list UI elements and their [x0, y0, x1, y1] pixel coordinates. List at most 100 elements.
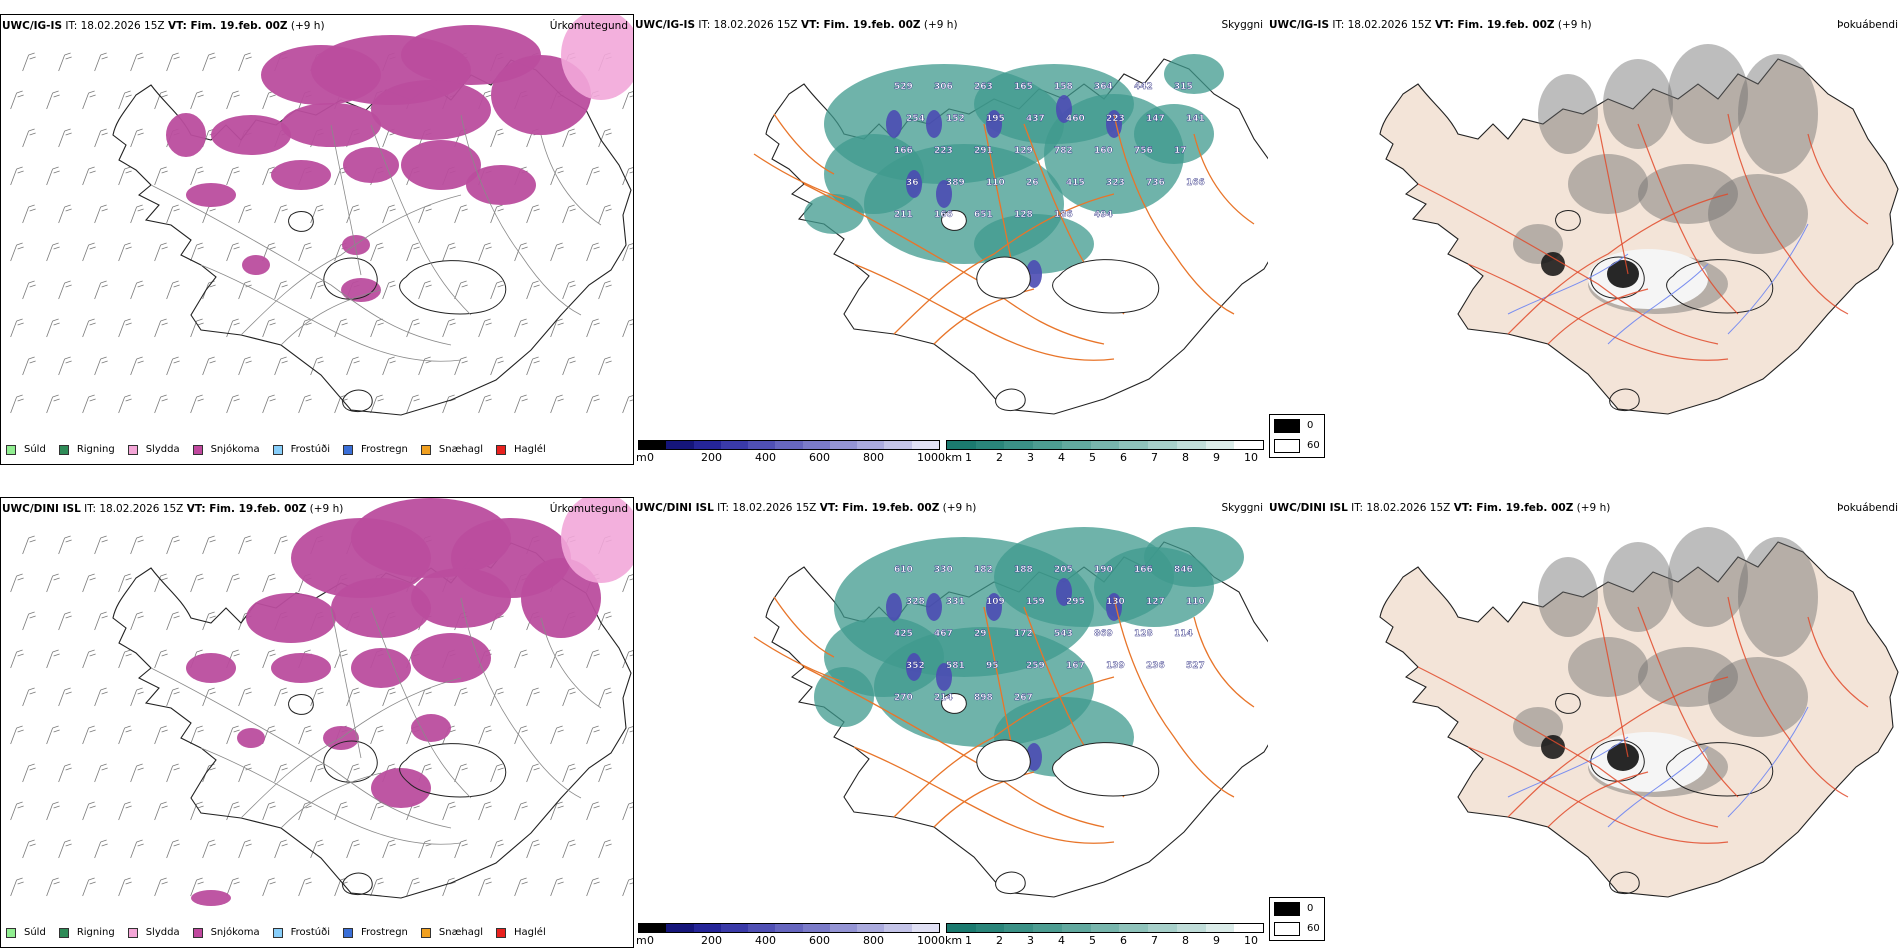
colorbar-segment: [911, 441, 939, 449]
colorbar-segment: [693, 924, 721, 932]
visibility-label: 846: [1174, 565, 1193, 575]
legend-swatch: [58, 444, 69, 455]
legend-label: Slydda: [145, 927, 180, 938]
precip-type-panel[interactable]: UWC/DINI ISL IT: 18.02.2026 15Z VT: Fim.…: [0, 497, 634, 948]
panel-header: UWC/IG-IS IT: 18.02.2026 15Z VT: Fim. 19…: [1269, 19, 1592, 31]
colorbar-segment: [1234, 924, 1264, 932]
legend-label: Súld: [24, 444, 46, 455]
colorbar-tick: 7: [1151, 451, 1158, 464]
visibility-label: 141: [1186, 114, 1205, 124]
colorbar-segment: [666, 924, 694, 932]
visibility-label: 442: [1134, 82, 1153, 92]
ceiling-colorbar: [638, 440, 940, 450]
visibility-label: 188: [1014, 565, 1033, 575]
visibility-label: 36: [906, 178, 919, 188]
map-canvas: [10, 498, 633, 906]
panel-header: UWC/DINI ISL IT: 18.02.2026 15Z VT: Fim.…: [2, 503, 344, 515]
visibility-label: 315: [1174, 82, 1193, 92]
colorbar-segment: [947, 924, 976, 932]
visibility-label: 543: [1054, 629, 1073, 639]
visibility-label: 95: [986, 661, 999, 671]
visibility-label: 166: [1186, 178, 1205, 188]
visibility-label: 869: [1094, 629, 1113, 639]
visibility-label: 259: [1026, 661, 1045, 671]
legend-label: Haglél: [514, 927, 546, 938]
precip-legend-item: Rigning: [58, 927, 115, 938]
visibility-colorbar: [946, 923, 1264, 933]
legend-swatch: [272, 927, 283, 938]
precip-type-panel[interactable]: UWC/IG-IS IT: 18.02.2026 15Z VT: Fim. 19…: [0, 14, 634, 465]
map-canvas: [1379, 44, 1899, 415]
colorbar-segment: [639, 441, 667, 449]
colorbar-tick: 200: [701, 934, 722, 947]
legend-swatch: [6, 927, 16, 938]
visibility-label: 17: [1174, 146, 1187, 156]
visibility-label: 159: [1026, 597, 1045, 607]
colorbar-tick: 3: [1027, 451, 1034, 464]
colorbar-tick: 1000: [917, 451, 945, 464]
colorbar-tick: 5: [1089, 934, 1096, 947]
precip-legend-item: Haglél: [496, 927, 546, 938]
visibility-colorbar: [946, 440, 1264, 450]
ceiling-colorbar: [638, 923, 940, 933]
colorbar-tick: 400: [755, 934, 776, 947]
legend-swatch: [192, 444, 203, 455]
visibility-label: 139: [1106, 661, 1125, 671]
colorbar-segment: [802, 924, 830, 932]
legend-label: Frostúði: [290, 444, 330, 455]
colorbar-segment: [1033, 441, 1062, 449]
visibility-label: 323: [1106, 178, 1125, 188]
visibility-label: 26: [1026, 178, 1039, 188]
panel-header: UWC/IG-IS IT: 18.02.2026 15Z VT: Fim. 19…: [2, 20, 325, 32]
colorbar-segment: [1061, 924, 1091, 932]
precip-legend-item: Snjókoma: [192, 444, 260, 455]
legend-label: Frostregn: [361, 444, 408, 455]
precip-legend-item: Snæhagl: [420, 444, 483, 455]
colorbar-segment: [1176, 924, 1206, 932]
legend-label: Snæhagl: [438, 927, 484, 938]
visibility-label: 152: [946, 114, 965, 124]
legend-swatch: [6, 444, 16, 455]
visibility-label: 166: [894, 146, 913, 156]
fog-legend-label: 0: [1307, 903, 1314, 914]
visibility-label: 127: [1146, 597, 1165, 607]
legend-label: Frostregn: [361, 927, 408, 938]
panel-header: UWC/DINI ISL IT: 18.02.2026 15Z VT: Fim.…: [635, 502, 977, 514]
visibility-label: 295: [1066, 597, 1085, 607]
colorbar-segment: [1090, 441, 1120, 449]
legend-label: Rigning: [76, 444, 115, 455]
fog-index-panel[interactable]: UWC/IG-IS IT: 18.02.2026 15Z VT: Fim. 19…: [1268, 14, 1900, 465]
legend-swatch: [192, 927, 203, 938]
colorbar-segment: [1148, 441, 1177, 449]
legend-label: Slydda: [145, 444, 180, 455]
visibility-label: 330: [934, 565, 953, 575]
visibility-label: 167: [1066, 661, 1085, 671]
colorbar-tick: 9: [1213, 451, 1220, 464]
colorbar-segment: [802, 441, 830, 449]
colorbar-tick: 5: [1089, 451, 1096, 464]
fog-index-panel[interactable]: UWC/DINI ISL IT: 18.02.2026 15Z VT: Fim.…: [1268, 497, 1900, 948]
colorbar-unit: km: [945, 934, 963, 947]
product-title: Þokuábendi: [1837, 19, 1898, 31]
product-title: Úrkomutegund: [549, 503, 628, 515]
visibility-panel[interactable]: 610 330 182 188 205 190 166 846 328 331 109 159 295 1…: [634, 497, 1268, 948]
legend-swatch: [420, 927, 431, 938]
visibility-panel[interactable]: 529 306 263 165 158 364 442 315 254 152 195 437 460 2…: [634, 14, 1268, 465]
visibility-label: 160: [1094, 146, 1113, 156]
colorbar-segment: [720, 924, 749, 932]
colorbar-tick: 7: [1151, 934, 1158, 947]
colorbar-segment: [975, 924, 1005, 932]
visibility-label: 110: [1186, 597, 1205, 607]
visibility-label: 236: [1146, 661, 1165, 671]
colorbar-segment: [975, 441, 1005, 449]
legend-swatch: [58, 927, 69, 938]
visibility-label: 186: [1054, 210, 1073, 220]
map-canvas: [1379, 527, 1899, 898]
visibility-label: 166: [934, 210, 953, 220]
colorbar-tick: 10: [1244, 934, 1258, 947]
visibility-label: 425: [894, 629, 913, 639]
visibility-label: 223: [1106, 114, 1125, 124]
colorbar-tick: 6: [1120, 451, 1127, 464]
visibility-label: 223: [934, 146, 953, 156]
visibility-label: 415: [1066, 178, 1085, 188]
